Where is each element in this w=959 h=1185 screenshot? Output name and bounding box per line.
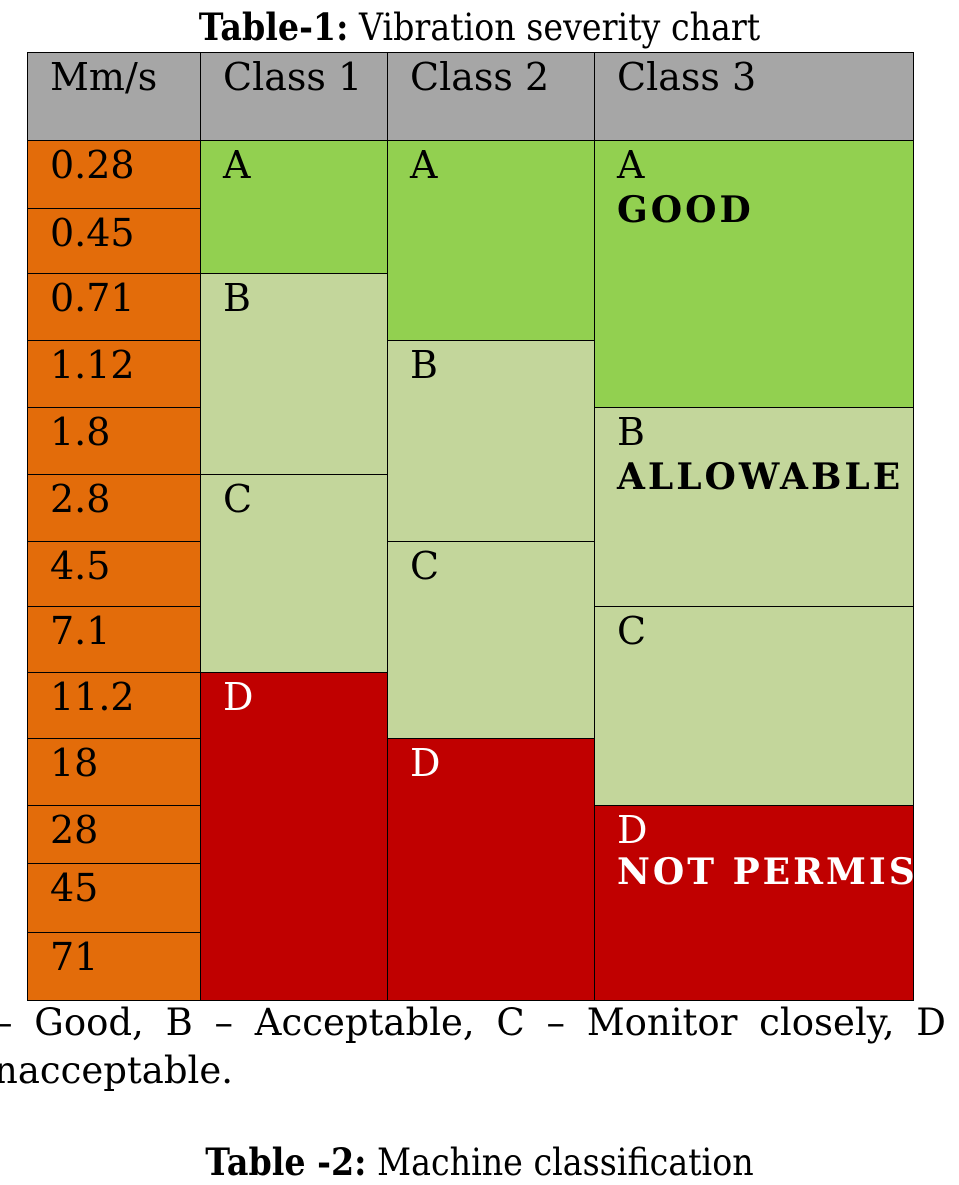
class3-grade-a: A GOOD (594, 140, 914, 409)
speed-cell: 2.8 (27, 474, 202, 543)
table2-caption: Table -2: Machine classification (48, 1140, 911, 1185)
speed-cell: 0.45 (27, 208, 202, 275)
class2-grade-b: B (387, 340, 596, 543)
speed-cell: 1.12 (27, 340, 202, 409)
class1-grade-d: D (200, 672, 389, 1001)
speed-cell: 18 (27, 738, 202, 807)
speed-cell: 0.28 (27, 140, 202, 210)
class3-grade-c: C (594, 606, 914, 807)
table2-caption-text: Machine classification (366, 1141, 754, 1184)
legend-note-line-2: nacceptable. (0, 1049, 234, 1092)
speed-cell: 28 (27, 805, 202, 865)
class1-grade-c: C (200, 474, 389, 674)
speed-cell: 0.71 (27, 273, 202, 342)
class3-desc-allowable: ALLOWABLE (617, 456, 904, 498)
table1-caption-label: Table-1: (198, 5, 349, 49)
speed-cell: 11.2 (27, 672, 202, 740)
class2-grade-a: A (387, 140, 596, 342)
class1-grade-b: B (200, 273, 389, 476)
header-class-2: Class 2 (387, 52, 596, 142)
speed-cell: 4.5 (27, 541, 202, 608)
table1-caption: Table-1: Vibration severity chart (48, 5, 911, 50)
header-class-3: Class 3 (594, 52, 914, 142)
table2-caption-label: Table -2: (205, 1140, 367, 1184)
speed-cell: 7.1 (27, 606, 202, 674)
class3-desc-not-permissable: NOT PERMISSABLE (617, 851, 913, 893)
class3-grade-d: D NOT PERMISSABLE (594, 805, 914, 1001)
table1-caption-text: Vibration severity chart (348, 6, 761, 49)
header-mms: Mm/s (27, 52, 202, 142)
header-class-1: Class 1 (200, 52, 389, 142)
speed-cell: 71 (27, 932, 202, 1001)
class2-grade-c: C (387, 541, 596, 740)
legend-note-line-1: – Good, B – Acceptable, C – Monitor clos… (0, 1001, 959, 1044)
speed-cell: 1.8 (27, 407, 202, 476)
class3-grade-b: B ALLOWABLE (594, 407, 914, 608)
class3-desc-good: GOOD (617, 189, 754, 231)
speed-cell: 45 (27, 863, 202, 934)
class1-grade-a: A (200, 140, 389, 275)
class2-grade-d: D (387, 738, 596, 1001)
